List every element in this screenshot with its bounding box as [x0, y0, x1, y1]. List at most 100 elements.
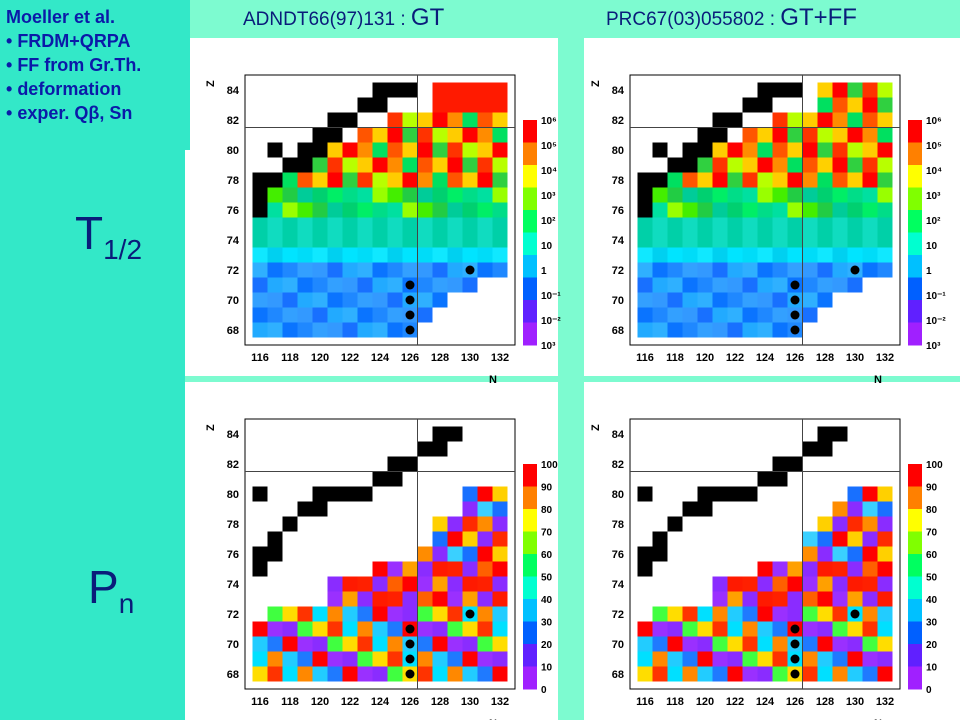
- colorbar-segment: [908, 165, 922, 188]
- credits-list: FRDM+QRPA FF from Gr.Th. deformation exp…: [6, 29, 190, 125]
- heatmap-cell: [802, 666, 818, 682]
- black-cell: [742, 97, 758, 113]
- heatmap-cell: [477, 247, 493, 263]
- heatmap-cell: [817, 127, 833, 143]
- heatmap-cell: [327, 307, 343, 323]
- heatmap-cell: [817, 172, 833, 188]
- heatmap-cell: [372, 322, 388, 338]
- colorbar-segment: [523, 322, 537, 346]
- heatmap-cell: [462, 516, 478, 532]
- x-tick-label: 130: [846, 352, 864, 364]
- heatmap-cell: [447, 576, 463, 592]
- heatmap-cell: [267, 247, 283, 263]
- heatmap-cell: [477, 142, 493, 158]
- x-tick-label: 120: [696, 696, 714, 708]
- heatmap-cell: [372, 591, 388, 607]
- heatmap-cell: [877, 112, 893, 128]
- heatmap-cell: [682, 217, 698, 233]
- colorbar-label: 90: [926, 483, 938, 494]
- heatmap-cell: [802, 621, 818, 637]
- heatmap-cell: [312, 202, 328, 218]
- heatmap-cell: [817, 621, 833, 637]
- heatmap-cell: [297, 202, 313, 218]
- heatmap-cell: [877, 157, 893, 173]
- colorbar-label: 60: [541, 550, 553, 561]
- heatmap-cell: [787, 232, 803, 248]
- heatmap-cell: [312, 307, 328, 323]
- heatmap-cell: [787, 112, 803, 128]
- x-tick-label: 126: [401, 696, 419, 708]
- heatmap-cell: [802, 591, 818, 607]
- heatmap-cell: [772, 262, 788, 278]
- x-tick-label: 116: [251, 696, 269, 708]
- heatmap-cell: [387, 187, 403, 203]
- colorbar-segment: [908, 300, 922, 323]
- heatmap-cell: [342, 187, 358, 203]
- heatmap-cell: [877, 621, 893, 637]
- heatmap-cell: [802, 292, 818, 308]
- x-tick-label: 128: [431, 352, 449, 364]
- black-cell: [637, 561, 653, 577]
- colorbar-segment: [908, 576, 922, 600]
- heatmap-cell: [862, 591, 878, 607]
- heatmap-cell: [847, 531, 863, 547]
- heatmap-cell: [462, 531, 478, 547]
- heatmap-cell: [327, 292, 343, 308]
- heatmap-cell: [417, 262, 433, 278]
- heatmap-cell: [742, 262, 758, 278]
- colorbar-label: 10⁵: [541, 141, 557, 152]
- experimental-marker: [405, 624, 415, 634]
- heatmap-cell: [757, 232, 773, 248]
- heatmap-cell: [432, 546, 448, 562]
- black-cell: [312, 501, 328, 517]
- colorbar-segment: [523, 531, 537, 555]
- black-cell: [327, 486, 343, 502]
- heatmap-cell: [312, 187, 328, 203]
- heatmap-cell: [742, 172, 758, 188]
- heatmap-cell: [847, 621, 863, 637]
- heatmap-cell: [757, 247, 773, 263]
- heatmap-cell: [862, 127, 878, 143]
- black-cell: [327, 127, 343, 143]
- heatmap-cell: [772, 307, 788, 323]
- y-tick-label: 72: [227, 265, 239, 277]
- heatmap-cell: [817, 232, 833, 248]
- row-label-base: P: [88, 561, 119, 613]
- heatmap-cell: [817, 112, 833, 128]
- y-tick-label: 74: [612, 579, 625, 591]
- heatmap-cell: [757, 262, 773, 278]
- heatmap-cell: [477, 666, 493, 682]
- heatmap-cell: [862, 546, 878, 562]
- heatmap-cell: [342, 217, 358, 233]
- colorbar-label: 10³: [926, 191, 941, 202]
- heatmap-cell: [637, 247, 653, 263]
- x-axis-label: N: [874, 718, 882, 720]
- colorbar-segment: [908, 255, 922, 278]
- heatmap-cell: [727, 202, 743, 218]
- heatmap-cell: [697, 307, 713, 323]
- heatmap-cell: [327, 651, 343, 667]
- heatmap-cell: [862, 82, 878, 98]
- heatmap-cell: [327, 142, 343, 158]
- heatmap-cell: [802, 112, 818, 128]
- heatmap-cell: [432, 561, 448, 577]
- black-cell: [387, 471, 403, 487]
- heatmap-cell: [682, 172, 698, 188]
- heatmap-cell: [787, 187, 803, 203]
- heatmap-cell: [652, 292, 668, 308]
- heatmap-cell: [297, 262, 313, 278]
- black-cell: [327, 112, 343, 128]
- y-tick-label: 74: [612, 235, 625, 247]
- heatmap-cell: [492, 187, 508, 203]
- heatmap-cell: [832, 187, 848, 203]
- column-header-label: GT+FF: [780, 4, 857, 31]
- heatmap-cell: [372, 561, 388, 577]
- colorbar-segment: [908, 644, 922, 667]
- heatmap-cell: [432, 531, 448, 547]
- black-cell: [697, 501, 713, 517]
- black-cell: [387, 82, 403, 98]
- heatmap-cell: [477, 531, 493, 547]
- heatmap-cell: [312, 666, 328, 682]
- heatmap-cell: [432, 232, 448, 248]
- heatmap-cell: [712, 202, 728, 218]
